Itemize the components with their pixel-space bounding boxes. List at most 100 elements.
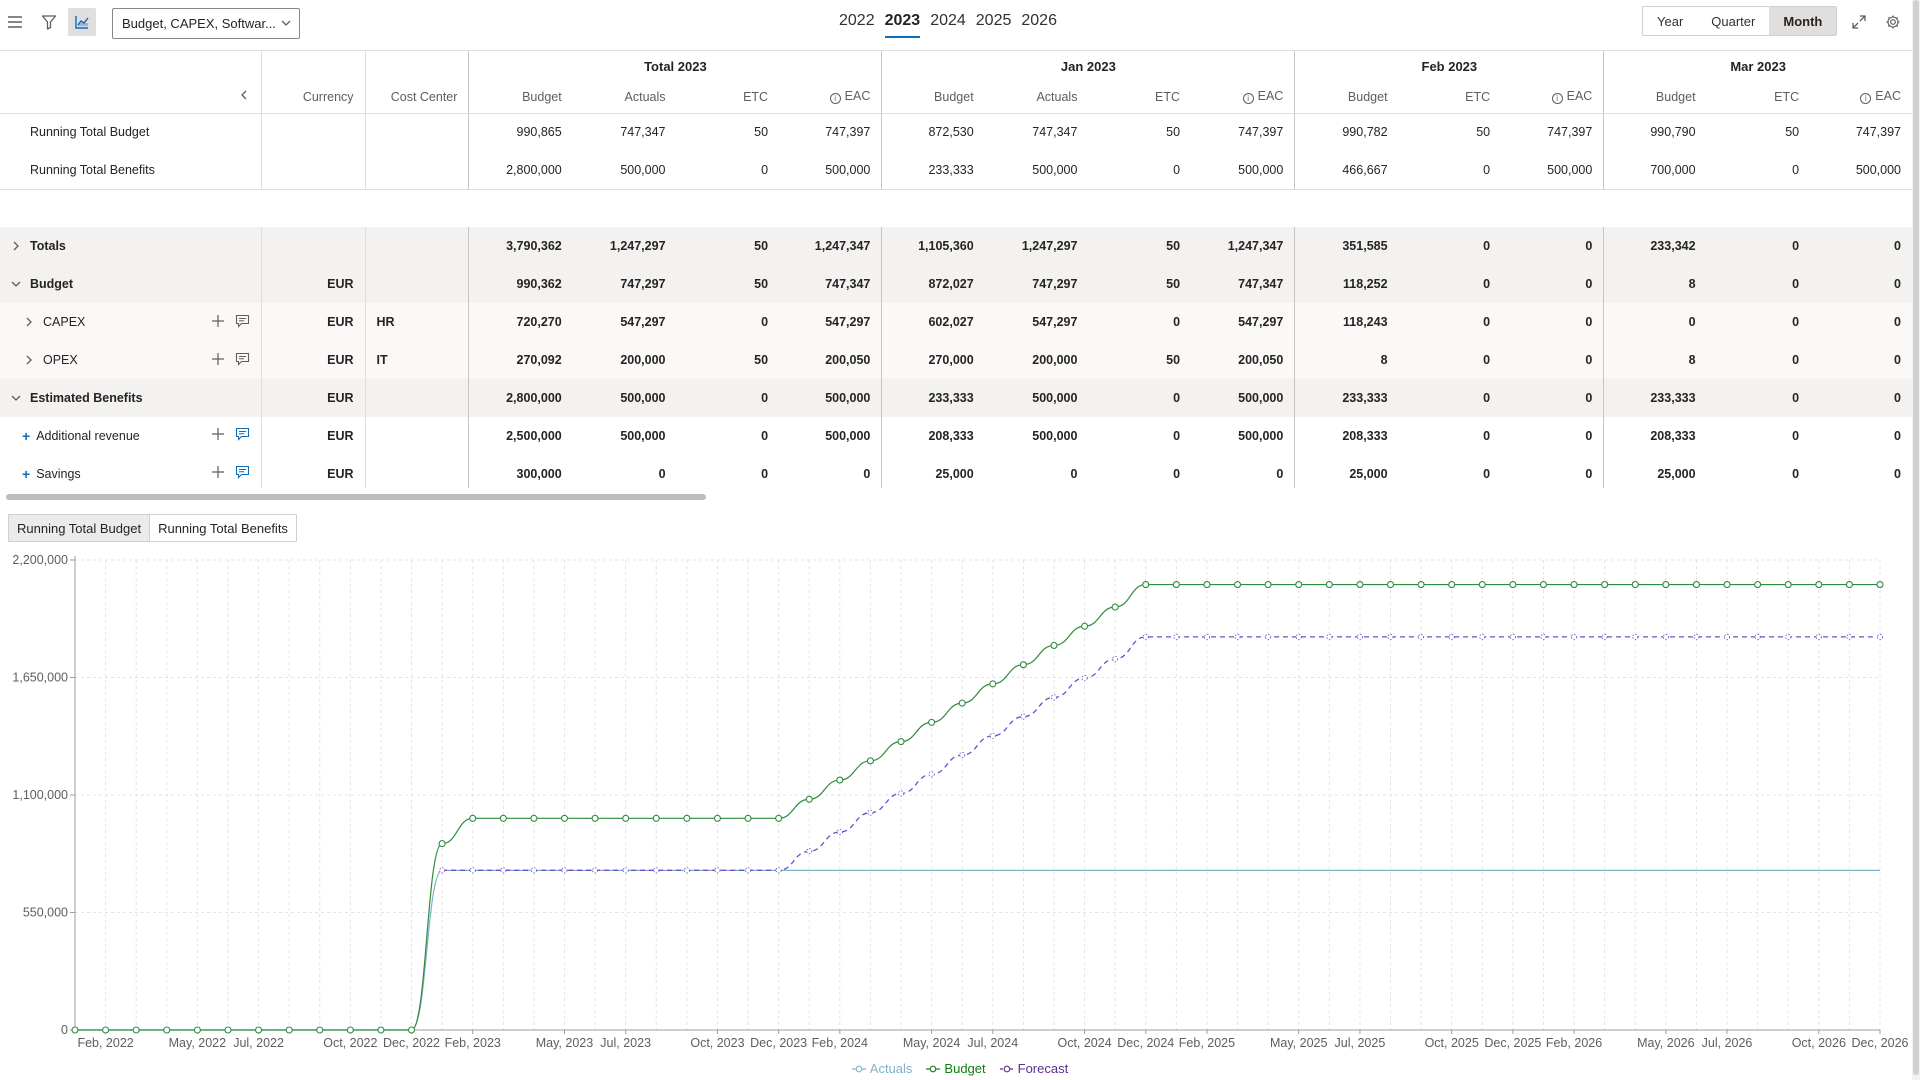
value-cell[interactable]: 300,000 [468, 455, 573, 488]
value-cell[interactable]: 0 [1088, 455, 1192, 488]
value-cell[interactable]: 50 [1088, 265, 1192, 303]
data-point-budget[interactable] [1692, 581, 1700, 589]
data-point-budget[interactable] [928, 718, 936, 726]
value-cell[interactable]: 50 [676, 265, 780, 303]
value-cell[interactable]: 200,000 [984, 341, 1089, 379]
value-cell[interactable]: 0 [1501, 455, 1604, 488]
data-point-budget[interactable] [255, 1026, 263, 1034]
data-point-forecast[interactable] [806, 848, 813, 855]
data-point-forecast[interactable] [775, 867, 782, 874]
add-child-icon[interactable]: + [22, 428, 31, 444]
data-point-budget[interactable] [377, 1026, 385, 1034]
value-cell[interactable]: 500,000 [779, 417, 882, 455]
grid-row-opex[interactable]: OPEX EUR IT 270,092 200,000 50 200,050 270,000 2… [0, 341, 1912, 379]
data-point-budget[interactable] [713, 814, 722, 822]
info-icon[interactable]: i [829, 93, 841, 105]
value-cell[interactable]: 2,800,000 [468, 379, 573, 417]
value-cell[interactable]: 118,243 [1294, 303, 1399, 341]
info-icon[interactable]: i [1860, 93, 1872, 105]
value-cell[interactable]: 0 [1706, 341, 1811, 379]
value-cell[interactable]: 0 [1398, 341, 1502, 379]
data-point-budget[interactable] [71, 1026, 79, 1034]
data-point-budget[interactable] [1539, 581, 1548, 589]
grid-row-estimated-benefits[interactable]: Estimated Benefits EUR 2,800,000 500,000 0 50… [0, 379, 1912, 417]
data-point-forecast[interactable] [1571, 633, 1578, 640]
value-cell[interactable]: 0 [1398, 265, 1502, 303]
value-cell[interactable]: 500,000 [779, 151, 882, 189]
value-cell[interactable]: 0 [1501, 417, 1604, 455]
value-cell[interactable]: 118,252 [1294, 265, 1399, 303]
value-cell[interactable]: 0 [1501, 341, 1604, 379]
data-point-forecast[interactable] [1693, 633, 1700, 640]
year-tab-2023[interactable]: 2023 [880, 10, 926, 38]
data-point-forecast[interactable] [959, 752, 966, 759]
data-point-budget[interactable] [1111, 603, 1119, 611]
value-cell[interactable]: 500,000 [984, 379, 1089, 417]
horizontal-scrollbar[interactable] [6, 494, 706, 500]
info-icon[interactable]: i [1551, 93, 1563, 105]
value-cell[interactable]: 0 [676, 379, 780, 417]
chevron-right-icon[interactable] [8, 240, 24, 252]
value-cell[interactable]: 747,297 [984, 265, 1089, 303]
value-cell[interactable]: 50 [676, 113, 780, 151]
value-cell[interactable]: 50 [676, 227, 780, 265]
value-cell[interactable]: 233,333 [1603, 379, 1707, 417]
comment-icon[interactable] [235, 465, 250, 482]
value-cell[interactable]: 50 [1706, 113, 1811, 151]
value-cell[interactable]: 208,333 [1603, 417, 1707, 455]
value-cell[interactable]: 1,247,347 [779, 227, 882, 265]
add-icon[interactable] [211, 314, 225, 331]
value-cell[interactable]: 0 [779, 455, 882, 488]
value-cell[interactable]: 208,333 [881, 417, 985, 455]
value-cell[interactable]: 270,000 [881, 341, 985, 379]
legend-actuals[interactable]: Actuals [851, 1061, 912, 1076]
data-point-forecast[interactable] [1050, 694, 1057, 701]
value-cell[interactable]: 8 [1603, 265, 1707, 303]
value-cell[interactable]: 0 [1088, 417, 1192, 455]
data-point-forecast[interactable] [653, 867, 660, 874]
value-cell[interactable]: 0 [1706, 265, 1811, 303]
column-header-eac[interactable]: i EAC [1810, 81, 1912, 114]
value-cell[interactable]: 500,000 [1191, 151, 1295, 189]
value-cell[interactable]: 500,000 [1810, 151, 1912, 189]
value-cell[interactable]: 50 [1088, 341, 1192, 379]
value-cell[interactable]: 0 [1501, 227, 1604, 265]
year-tab-2024[interactable]: 2024 [930, 12, 966, 29]
value-cell[interactable]: 0 [1706, 227, 1811, 265]
data-point-budget[interactable] [163, 1026, 171, 1034]
data-point-budget[interactable] [775, 814, 783, 822]
value-cell[interactable]: 0 [1810, 341, 1912, 379]
data-point-forecast[interactable] [928, 771, 935, 778]
column-header-currency[interactable]: Currency [260, 81, 366, 114]
data-point-budget[interactable] [530, 814, 538, 822]
granularity-year-button[interactable]: Year [1657, 13, 1684, 29]
data-point-forecast[interactable] [1724, 633, 1731, 640]
chevron-down-icon[interactable] [8, 278, 24, 290]
vertical-scroll-thumb[interactable] [1913, 0, 1919, 1075]
info-icon[interactable]: i [1242, 93, 1254, 105]
value-cell[interactable]: 0 [1706, 379, 1811, 417]
data-point-forecast[interactable] [1540, 633, 1547, 640]
add-icon[interactable] [211, 465, 225, 482]
column-header-cost-center[interactable]: Cost Center [364, 81, 469, 114]
value-cell[interactable]: 747,397 [779, 113, 882, 151]
value-cell[interactable]: 500,000 [572, 151, 677, 189]
data-point-budget[interactable] [1876, 581, 1884, 589]
column-header-etc[interactable]: ETC [1088, 81, 1192, 114]
comment-icon[interactable] [235, 314, 250, 331]
add-child-icon[interactable]: + [22, 466, 31, 482]
value-cell[interactable]: 0 [676, 417, 780, 455]
value-cell[interactable]: 500,000 [1191, 417, 1295, 455]
value-cell[interactable]: 0 [676, 151, 780, 189]
value-cell[interactable]: 872,530 [881, 113, 985, 151]
data-point-forecast[interactable] [1601, 633, 1608, 640]
value-cell[interactable]: 0 [1398, 303, 1502, 341]
value-cell[interactable]: 1,247,347 [1191, 227, 1295, 265]
data-point-budget[interactable] [285, 1026, 293, 1034]
value-cell[interactable]: 50 [1398, 113, 1502, 151]
value-cell[interactable]: 872,027 [881, 265, 985, 303]
value-cell[interactable]: 700,000 [1603, 151, 1707, 189]
value-cell[interactable]: 3,790,362 [468, 227, 573, 265]
value-cell[interactable]: 200,050 [779, 341, 882, 379]
value-cell[interactable]: 547,297 [572, 303, 677, 341]
